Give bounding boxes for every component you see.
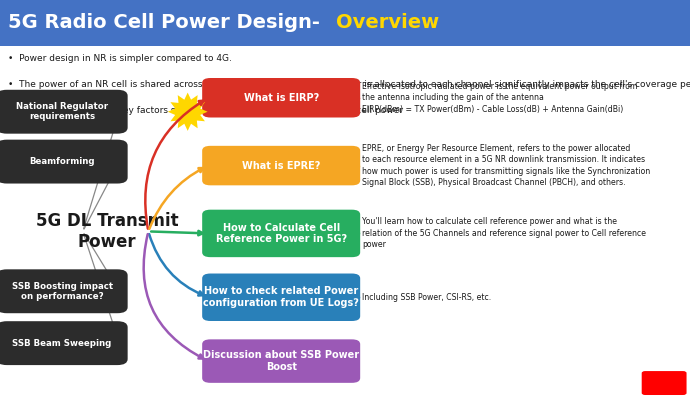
Text: Overview: Overview [336, 14, 439, 32]
Text: National Regulator
requirements: National Regulator requirements [16, 102, 108, 121]
FancyBboxPatch shape [202, 146, 360, 185]
Text: Beamforming: Beamforming [30, 157, 95, 166]
FancyBboxPatch shape [0, 321, 128, 365]
Text: SSB Boosting impact
on performance?: SSB Boosting impact on performance? [12, 282, 112, 301]
Text: •  The power of an NR cell is shared across multiple channels, and how power is : • The power of an NR cell is shared acro… [8, 80, 690, 89]
Text: Effective Isotropic radiated power is the equivalent power output from
the anten: Effective Isotropic radiated power is th… [362, 82, 638, 114]
Text: What is EPRE?: What is EPRE? [242, 160, 320, 171]
FancyBboxPatch shape [202, 78, 360, 117]
FancyBboxPatch shape [642, 371, 687, 395]
FancyBboxPatch shape [0, 269, 128, 313]
FancyBboxPatch shape [0, 140, 128, 184]
Text: Discussion about SSB Power
Boost: Discussion about SSB Power Boost [203, 350, 359, 372]
FancyBboxPatch shape [0, 0, 690, 46]
FancyBboxPatch shape [202, 210, 360, 257]
Text: How to check related Power
configuration from UE Logs?: How to check related Power configuration… [204, 286, 359, 308]
Text: •  The following are the key factors should be considered when planning NR cell : • The following are the key factors shou… [8, 106, 403, 115]
Text: How to Calculate Cell
Reference Power in 5G?: How to Calculate Cell Reference Power in… [215, 223, 347, 244]
Text: EPRE, or Energy Per Resource Element, refers to the power allocated
to each reso: EPRE, or Energy Per Resource Element, re… [362, 144, 651, 187]
Text: SUBSCRIBE: SUBSCRIBE [649, 381, 680, 385]
Text: •  Power design in NR is simpler compared to 4G.: • Power design in NR is simpler compared… [8, 54, 232, 63]
Polygon shape [168, 93, 208, 131]
Text: SSB Beam Sweeping: SSB Beam Sweeping [12, 339, 112, 348]
FancyBboxPatch shape [202, 274, 360, 321]
Text: 5G DL Transmit
Power: 5G DL Transmit Power [36, 212, 178, 251]
Text: You'll learn how to calculate cell reference power and what is the
relation of t: You'll learn how to calculate cell refer… [362, 217, 647, 249]
Text: 5G Radio Cell Power Design-: 5G Radio Cell Power Design- [8, 14, 327, 32]
Text: Including SSB Power, CSI-RS, etc.: Including SSB Power, CSI-RS, etc. [362, 293, 491, 302]
FancyBboxPatch shape [0, 90, 128, 134]
FancyBboxPatch shape [202, 339, 360, 383]
Text: What is EIRP?: What is EIRP? [244, 93, 319, 103]
